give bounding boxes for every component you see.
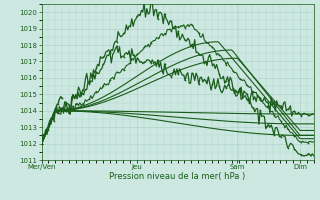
X-axis label: Pression niveau de la mer( hPa ): Pression niveau de la mer( hPa ) <box>109 172 246 181</box>
